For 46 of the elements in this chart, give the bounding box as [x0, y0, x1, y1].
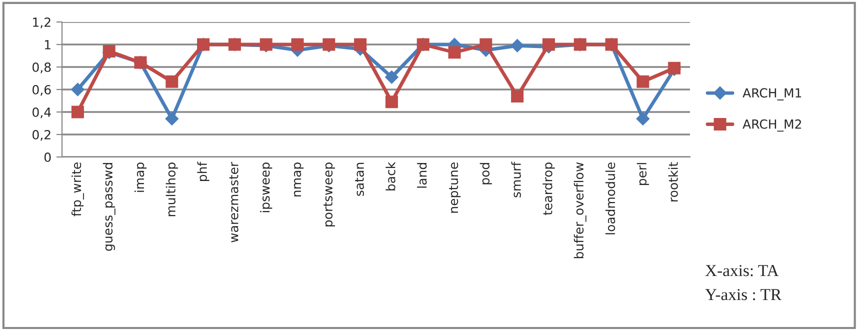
point — [71, 106, 84, 118]
text: X-axis: TA — [705, 264, 779, 276]
y-tick-label: 1 — [45, 40, 50, 50]
legend-label: ARCH_M1 — [742, 88, 802, 100]
point — [636, 75, 650, 88]
x-tick-label: smurf — [511, 162, 521, 198]
point — [542, 38, 555, 51]
text: Y-axis : TR — [705, 288, 782, 300]
point — [354, 38, 367, 51]
x-tick-label: land — [417, 162, 427, 188]
y-tick-label: 0,2 — [32, 130, 50, 141]
point — [71, 82, 84, 96]
y-tick-label: 0 — [44, 152, 51, 162]
y-tick-label: 0,6 — [32, 84, 51, 96]
y-tick-label: 1,2 — [33, 17, 50, 28]
point — [511, 90, 524, 102]
x-tick-label: pod — [480, 163, 492, 184]
point — [291, 38, 304, 51]
x-tick-label: rootkit — [668, 162, 678, 202]
y-tick-label: 0,4 — [32, 107, 51, 118]
point — [636, 112, 650, 126]
point — [385, 70, 398, 84]
x-tick-label: multihop — [166, 162, 178, 216]
x-tick-label: imap — [134, 162, 147, 192]
point — [448, 46, 461, 59]
x-tick-label: neptune — [449, 162, 461, 213]
point — [510, 39, 524, 52]
point — [166, 75, 178, 88]
point — [165, 112, 178, 126]
x-tick-label: teardrop — [542, 162, 555, 216]
point — [385, 96, 398, 108]
x-tick-label: portsweep — [324, 162, 335, 226]
x-tick-label: loadmodule — [605, 162, 616, 234]
x-tick-label: buffer_overflow — [574, 162, 586, 258]
x-tick-label: phf — [197, 162, 210, 181]
x-tick-label: ipsweep — [260, 162, 272, 212]
point — [480, 38, 492, 51]
x-tick-label: perl — [636, 163, 649, 185]
x-tick-label: nmap — [294, 162, 304, 196]
x-tick-label: guess_passwd — [102, 162, 116, 251]
x-tick-label: satan — [354, 162, 364, 196]
x-tick-label: warezmaster — [229, 162, 238, 242]
x-tick-label: back — [386, 162, 396, 190]
y-tick-label: 0,8 — [32, 62, 51, 74]
x-tick-label: ftp_write — [71, 162, 84, 216]
legend-label: ARCH_M2 — [742, 119, 802, 132]
